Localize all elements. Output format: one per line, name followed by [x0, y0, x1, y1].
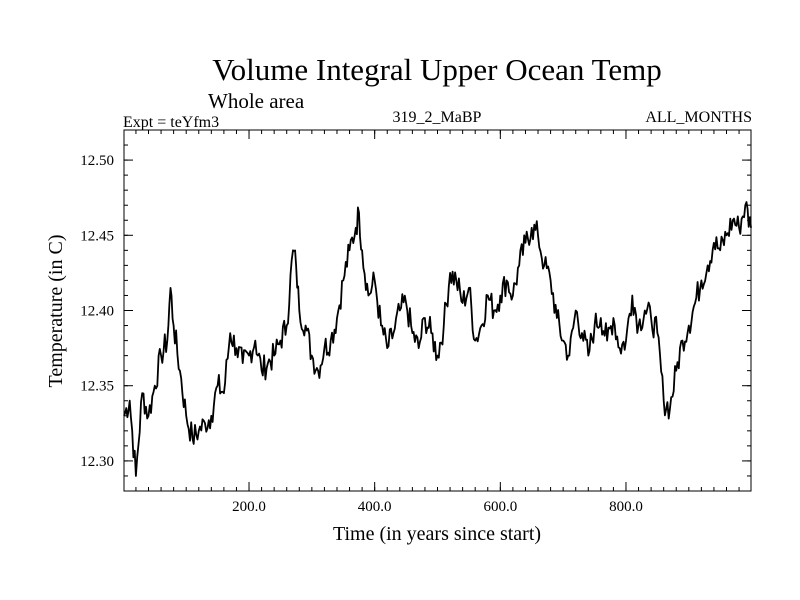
y-tick-label: 12.40: [80, 304, 114, 320]
run-label: 319_2_MaBP: [393, 109, 482, 126]
y-axis-label: Temperature (in C): [45, 235, 67, 388]
x-tick-label: 400.0: [358, 499, 392, 515]
months-label: ALL_MONTHS: [645, 109, 752, 126]
expt-label: Expt = teYfm3: [123, 114, 219, 131]
x-tick-label: 200.0: [232, 499, 266, 515]
x-tick-label: 600.0: [483, 499, 517, 515]
y-tick-label: 12.50: [80, 153, 114, 169]
x-tick-label: 800.0: [609, 499, 643, 515]
plot-frame: [123, 129, 752, 492]
y-axis: 12.30 12.35 12.40 12.45 12.50: [80, 144, 751, 477]
chart-subtitle: Whole area: [208, 89, 305, 113]
y-tick-label: 12.35: [80, 379, 114, 395]
y-tick-label: 12.30: [80, 454, 114, 470]
series-line: [123, 201, 752, 477]
y-tick-label: 12.45: [80, 228, 114, 244]
x-axis: 200.0 400.0 600.0 800.0: [135, 130, 740, 515]
x-axis-label: Time (in years since start): [333, 523, 541, 545]
chart-title: Volume Integral Upper Ocean Temp: [212, 52, 662, 87]
